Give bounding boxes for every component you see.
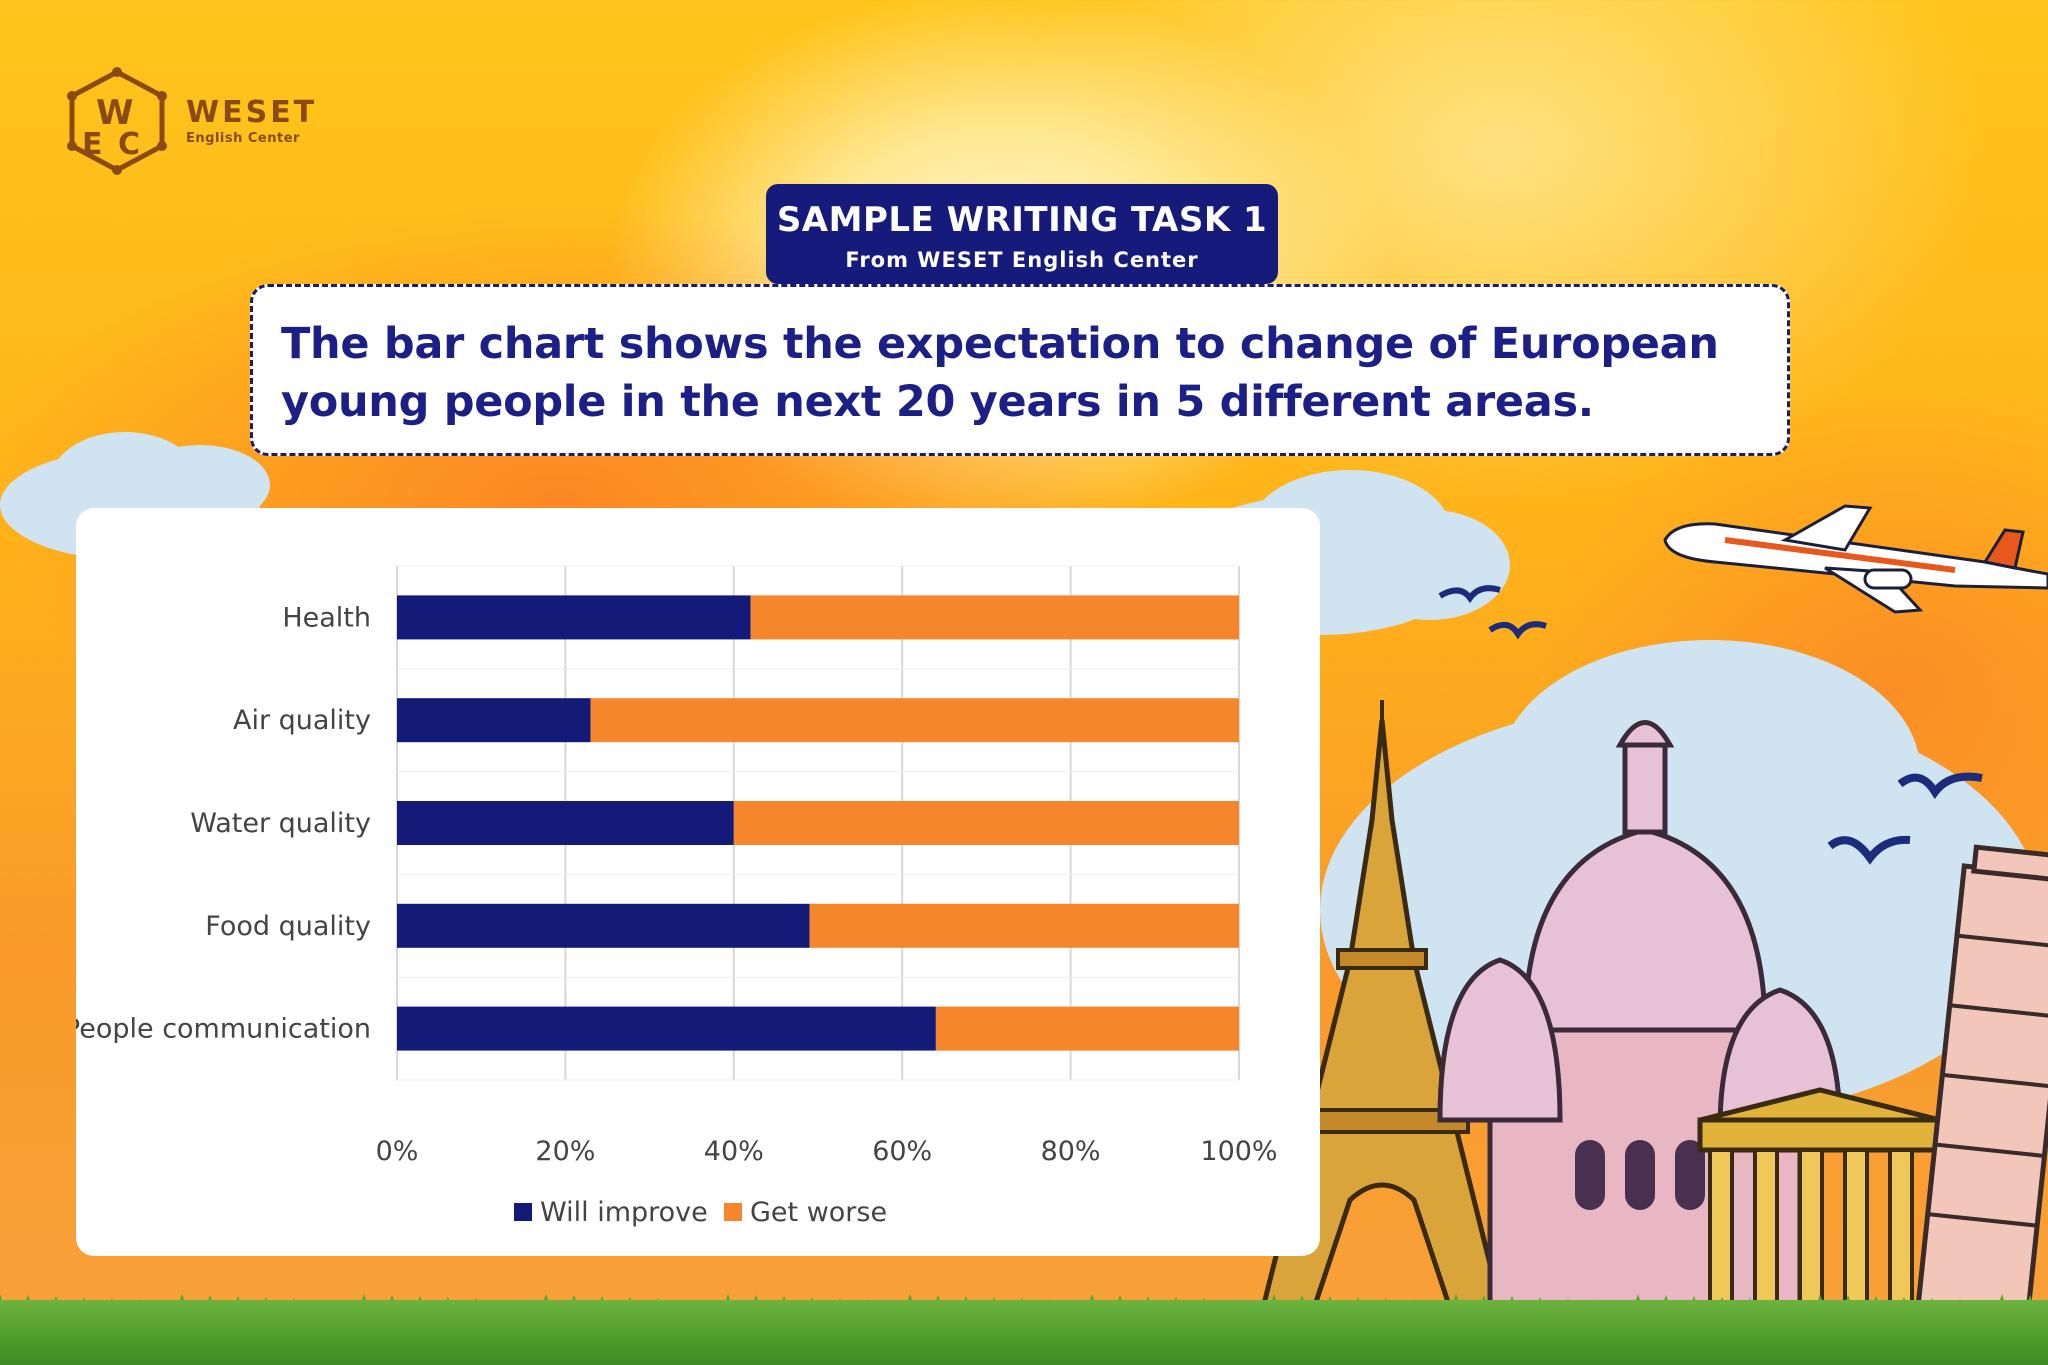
bar-will-improve bbox=[397, 801, 734, 845]
x-tick-label: 40% bbox=[704, 1136, 764, 1167]
task-badge: SAMPLE WRITING TASK 1 From WESET English… bbox=[766, 184, 1278, 284]
badge-title: SAMPLE WRITING TASK 1 bbox=[776, 200, 1268, 240]
parthenon-icon bbox=[1697, 1087, 1943, 1320]
category-label: Water quality bbox=[190, 808, 371, 839]
svg-text:E: E bbox=[82, 127, 103, 162]
x-tick-label: 0% bbox=[376, 1136, 419, 1167]
x-tick-label: 20% bbox=[535, 1136, 595, 1167]
x-tick-label: 60% bbox=[872, 1136, 932, 1167]
legend-swatch bbox=[514, 1203, 532, 1221]
bar-will-improve bbox=[397, 903, 810, 948]
badge-subtitle: From WESET English Center bbox=[845, 248, 1199, 272]
bar-get-worse bbox=[809, 903, 1239, 948]
airplane-icon bbox=[1663, 504, 2048, 614]
bar-will-improve bbox=[397, 698, 591, 743]
bar-will-improve bbox=[397, 1006, 936, 1051]
category-label: Health bbox=[282, 602, 371, 633]
grass bbox=[0, 1300, 2048, 1365]
svg-text:C: C bbox=[118, 127, 140, 162]
bar-chart: Health Air quality Water quality Food quali… bbox=[76, 565, 1278, 1228]
task-prompt-box: The bar chart shows the expectation to c… bbox=[250, 284, 1790, 456]
bar-get-worse bbox=[733, 801, 1239, 845]
category-label: People communication bbox=[76, 1014, 371, 1045]
bar-get-worse bbox=[750, 595, 1239, 640]
category-label: Air quality bbox=[233, 705, 371, 736]
bird-icon bbox=[1438, 585, 1983, 865]
basilica-icon bbox=[1437, 720, 1843, 1320]
bar-get-worse bbox=[935, 1006, 1239, 1051]
category-label: Food quality bbox=[205, 911, 371, 942]
bar-get-worse bbox=[590, 698, 1239, 743]
brand-logo: W E C WESET English Center bbox=[62, 66, 317, 176]
leaning-tower-icon bbox=[1914, 844, 2048, 1320]
brand-name: WESET bbox=[186, 94, 318, 130]
x-tick-label: 100% bbox=[1200, 1136, 1277, 1167]
bar-will-improve bbox=[397, 595, 751, 640]
legend-label: Will improve bbox=[540, 1197, 708, 1228]
weset-logo-icon: W E C bbox=[67, 67, 167, 175]
chart-card: Health Air quality Water quality Food quali… bbox=[76, 508, 1320, 1256]
svg-text:W: W bbox=[96, 93, 134, 133]
brand-subtitle: English Center bbox=[186, 130, 300, 146]
landmarks-illustration bbox=[1257, 700, 2048, 1320]
x-tick-label: 80% bbox=[1041, 1136, 1101, 1167]
legend-label: Get worse bbox=[750, 1197, 887, 1228]
task-prompt-text: The bar chart shows the expectation to c… bbox=[281, 319, 1719, 427]
legend-swatch bbox=[724, 1203, 742, 1221]
